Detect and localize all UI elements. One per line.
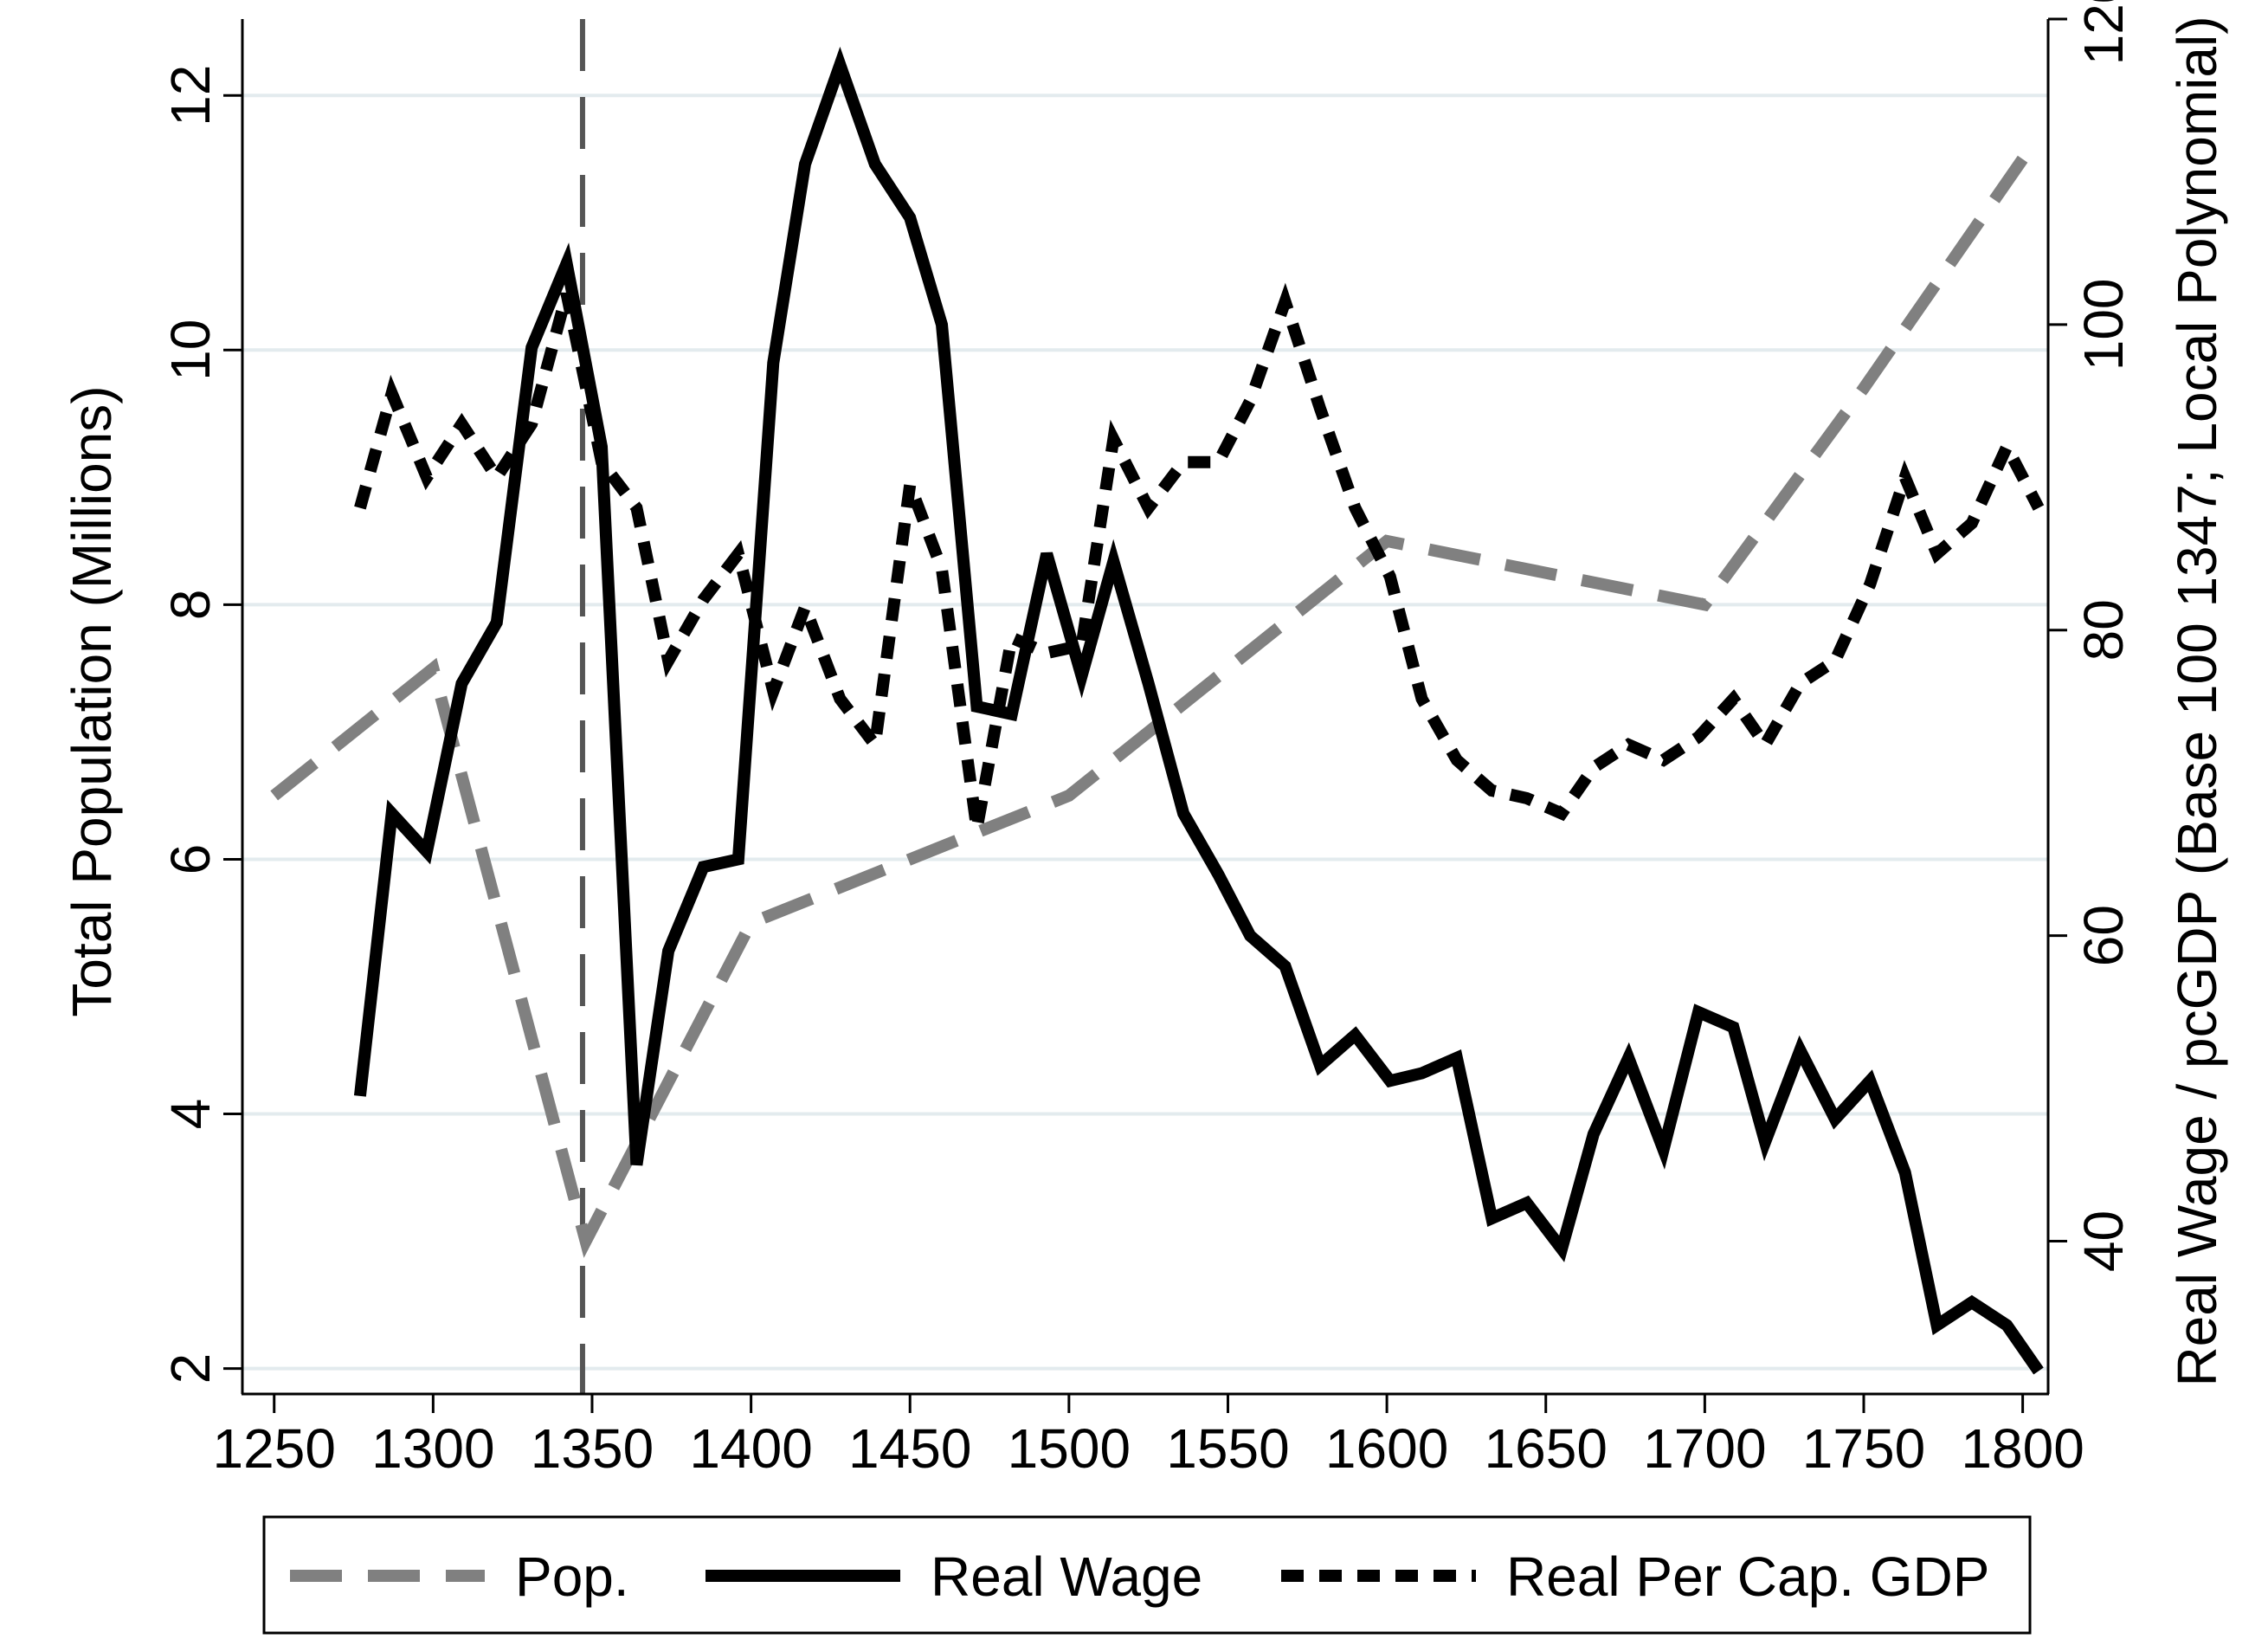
x-tick-label-1350: 1350 — [531, 1417, 654, 1480]
x-tick-label-1650: 1650 — [1485, 1417, 1608, 1480]
y-right-tick-label-100: 100 — [2072, 278, 2135, 371]
legend-label-real-per-cap-gdp: Real Per Cap. GDP — [1506, 1546, 1989, 1608]
x-tick-label-1300: 1300 — [371, 1417, 494, 1480]
y-axis-left-title: Total Population (Millions) — [61, 385, 123, 1016]
plot-area — [242, 19, 2048, 1394]
legend: Pop. Real Wage Real Per Cap. GDP — [262, 1515, 2032, 1635]
y-left-tick-label-4: 4 — [159, 1099, 222, 1130]
y-axis-right-title: Real Wage / pcGDP (Base 100 1347; Local … — [2166, 16, 2228, 1386]
series-lines — [270, 46, 2045, 1375]
x-tick-label-1700: 1700 — [1643, 1417, 1766, 1480]
x-tick-label-1750: 1750 — [1802, 1417, 1925, 1480]
y-right-tick-label-40: 40 — [2072, 1210, 2135, 1272]
x-tick-label-1450: 1450 — [848, 1417, 971, 1480]
y-right-tick-label-80: 80 — [2072, 599, 2135, 661]
x-tick-label-1250: 1250 — [213, 1417, 336, 1480]
series-line-real-per-cap-gdp — [354, 282, 2045, 830]
x-tick-label-1550: 1550 — [1166, 1417, 1289, 1480]
grid — [242, 94, 2048, 1371]
x-tick-label-1500: 1500 — [1008, 1417, 1131, 1480]
legend-box — [262, 1515, 2032, 1635]
series-line-real-wage — [353, 46, 2044, 1375]
legend-label-real-wage: Real Wage — [931, 1546, 1202, 1608]
y-left-tick-label-10: 10 — [159, 319, 222, 381]
series-line-pop — [270, 155, 2028, 1258]
y-left-tick-label-6: 6 — [159, 844, 222, 875]
y-right-tick-label-120: 120 — [2072, 0, 2135, 65]
y-left-tick-label-8: 8 — [159, 590, 222, 621]
x-tick-label-1400: 1400 — [689, 1417, 812, 1480]
x-tick-label-1600: 1600 — [1325, 1417, 1448, 1480]
y-right-tick-label-60: 60 — [2072, 905, 2135, 966]
y-left-tick-label-2: 2 — [159, 1353, 222, 1384]
x-tick-label-1800: 1800 — [1961, 1417, 2084, 1480]
legend-label-pop: Pop. — [515, 1546, 629, 1608]
y-left-tick-label-12: 12 — [159, 65, 222, 126]
axes: 1250 1300 1350 1400 1450 1500 1550 1600 1650 1700… — [159, 0, 2135, 1480]
